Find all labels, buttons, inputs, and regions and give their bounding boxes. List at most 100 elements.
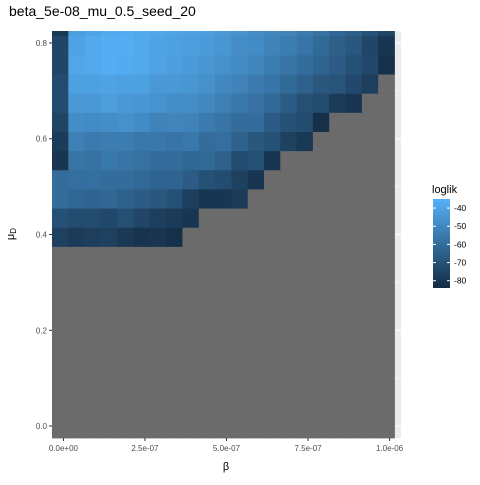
legend-label: -50	[454, 221, 467, 231]
heatmap-tile	[231, 31, 249, 37]
heatmap-tile	[264, 112, 281, 132]
heatmap-tile-na	[378, 418, 395, 439]
heatmap-tile	[149, 131, 167, 152]
heatmap-tile	[117, 54, 134, 75]
heatmap-tile-na	[231, 380, 249, 401]
heatmap-tile-na	[361, 208, 379, 228]
heatmap-tile	[215, 93, 232, 113]
heatmap-tile-na	[68, 246, 86, 267]
heatmap-tile-na	[182, 323, 200, 343]
heatmap-tile	[52, 169, 69, 190]
heatmap-tile-na	[149, 361, 167, 381]
heatmap-tile-na	[149, 342, 167, 362]
heatmap-tile	[52, 112, 69, 132]
heatmap-tile	[182, 169, 200, 190]
heatmap-tile-na	[280, 303, 298, 324]
heatmap-tile-na	[133, 342, 151, 362]
heatmap-tile	[52, 189, 69, 209]
heatmap-tile	[312, 112, 330, 132]
heatmap-tile-na	[361, 265, 379, 286]
heatmap-tile-na	[100, 323, 118, 343]
heatmap-tile	[182, 31, 200, 37]
heatmap-tile-na	[84, 323, 102, 343]
heatmap-tile-na	[280, 418, 298, 439]
heatmap-tile-na	[117, 323, 134, 343]
heatmap-tile	[198, 74, 216, 94]
heatmap-tile	[149, 31, 167, 37]
heatmap-tile	[149, 112, 167, 132]
heatmap-tile-na	[84, 380, 102, 401]
heatmap-tile	[52, 35, 69, 56]
heatmap-tile	[52, 208, 69, 228]
heatmap-tile-na	[68, 342, 86, 362]
heatmap-tile-na	[312, 265, 330, 286]
heatmap-tile	[182, 54, 200, 75]
heatmap-tile	[166, 131, 183, 152]
heatmap-tile-na	[345, 169, 363, 190]
heatmap-tile	[182, 189, 200, 209]
heatmap-tile	[215, 169, 232, 190]
heatmap-tile-na	[247, 246, 265, 267]
heatmap-tile-na	[84, 342, 102, 362]
heatmap-tile	[247, 35, 265, 56]
heatmap-tile-na	[345, 303, 363, 324]
heatmap-tile-na	[133, 361, 151, 381]
heatmap-tile	[68, 31, 86, 37]
heatmap-tile	[117, 112, 134, 132]
heatmap-tile	[100, 31, 118, 37]
heatmap-tile	[149, 35, 167, 56]
heatmap-tile-na	[198, 303, 216, 324]
heatmap-tile-na	[345, 131, 363, 152]
heatmap-tile-na	[361, 380, 379, 401]
heatmap-tile-na	[182, 303, 200, 324]
heatmap-tile	[198, 112, 216, 132]
heatmap-tile-na	[182, 342, 200, 362]
y-axis-title: μD	[5, 228, 18, 240]
heatmap-tile	[166, 93, 183, 113]
heatmap-tile-na	[198, 380, 216, 401]
heatmap-tile-na	[182, 265, 200, 286]
heatmap-tile-na	[345, 208, 363, 228]
heatmap-tile	[264, 150, 281, 171]
heatmap-tile-na	[247, 284, 265, 305]
heatmap-tile-na	[84, 418, 102, 439]
heatmap-tile	[149, 74, 167, 94]
heatmap-tile	[133, 150, 151, 171]
heatmap-tile-na	[215, 303, 232, 324]
heatmap-tile-na	[247, 208, 265, 228]
heatmap-tile-na	[100, 399, 118, 420]
x-tick-label: 2.5e-07	[131, 444, 159, 453]
heatmap-tile-na	[329, 380, 346, 401]
heatmap-tile-na	[215, 418, 232, 439]
heatmap-tile-na	[296, 399, 314, 420]
heatmap-tile-na	[345, 342, 363, 362]
heatmap-tile-na	[329, 399, 346, 420]
heatmap-tile-na	[312, 246, 330, 267]
heatmap-tile	[117, 150, 134, 171]
heatmap-tile	[280, 54, 298, 75]
heatmap-tile	[247, 112, 265, 132]
heatmap-tile-na	[378, 323, 395, 343]
heatmap-tile	[68, 169, 86, 190]
heatmap-tile-na	[378, 342, 395, 362]
heatmap-tile	[378, 31, 395, 37]
heatmap-tile-na	[247, 399, 265, 420]
heatmap-tile-na	[198, 284, 216, 305]
heatmap-tile-na	[166, 418, 183, 439]
heatmap-tile	[280, 112, 298, 132]
heatmap-tile	[296, 31, 314, 37]
heatmap-tile	[84, 93, 102, 113]
heatmap-tile	[133, 74, 151, 94]
heatmap-tile-na	[361, 150, 379, 171]
heatmap-tile	[84, 112, 102, 132]
heatmap-tile	[166, 189, 183, 209]
heatmap-tile-na	[247, 303, 265, 324]
heatmap-tile-na	[280, 265, 298, 286]
heatmap-tile-na	[329, 303, 346, 324]
heatmap-tile-na	[345, 150, 363, 171]
heatmap-tile-na	[312, 361, 330, 381]
heatmap-tile	[149, 54, 167, 75]
heatmap-tile-na	[280, 169, 298, 190]
heatmap-tile-na	[215, 361, 232, 381]
heatmap-tile-na	[247, 323, 265, 343]
